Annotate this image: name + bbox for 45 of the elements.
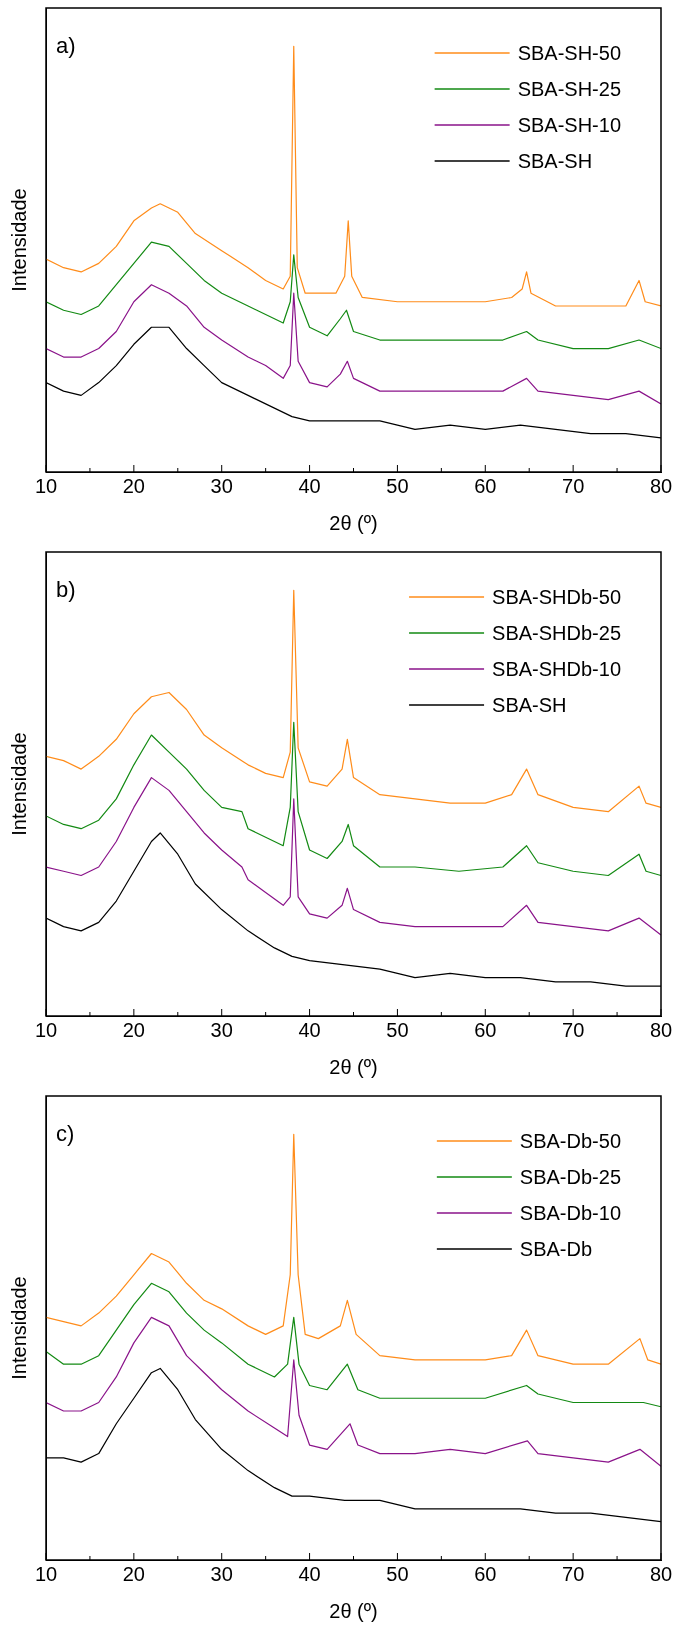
chart-title: a)	[56, 33, 76, 59]
y-axis-title: Intensidade	[7, 188, 30, 292]
y-axis-title: Intensidade	[7, 1276, 30, 1380]
x-tick-label: 50	[386, 1562, 409, 1585]
x-tick-label: 40	[298, 474, 321, 497]
x-axis-title: 2θ (º)	[329, 1599, 378, 1622]
x-tick-label: 60	[474, 1562, 497, 1585]
x-tick-label: 40	[298, 1562, 321, 1585]
x-tick-label: 30	[210, 1562, 233, 1585]
legend-label: SBA-Db	[519, 1237, 593, 1260]
x-tick-label: 10	[34, 1018, 58, 1041]
x-tick-label: 80	[649, 1018, 673, 1041]
legend-label: SBA-SH	[517, 149, 593, 172]
chart-title: b)	[56, 577, 76, 603]
y-axis-title: Intensidade	[7, 732, 30, 836]
x-tick-label: 80	[649, 1562, 673, 1585]
x-tick-label: 20	[122, 1018, 145, 1041]
legend-label: SBA-SH-50	[517, 41, 622, 64]
legend-label: SBA-SHDb-50	[492, 585, 621, 608]
x-tick-label: 60	[474, 474, 497, 497]
x-axis-title: 2θ (º)	[329, 511, 378, 534]
legend-label: SBA-SH-25	[517, 77, 622, 100]
x-tick-label: 60	[474, 1018, 497, 1041]
x-tick-label: 20	[122, 474, 145, 497]
x-tick-label: 50	[386, 1018, 409, 1041]
chart-title: c)	[56, 1121, 75, 1147]
legend-label: SBA-SH-10	[517, 113, 622, 136]
legend-label: SBA-SHDb-25	[492, 621, 621, 644]
legend-label: SBA-Db-10	[519, 1201, 621, 1224]
legend-label: SBA-SH	[492, 693, 567, 716]
x-tick-label: 30	[210, 474, 233, 497]
x-axis-title: 2θ (º)	[329, 1055, 378, 1078]
legend-label: SBA-SHDb-10	[492, 657, 621, 680]
x-tick-label: 40	[298, 1018, 321, 1041]
x-tick-label: 70	[562, 1562, 585, 1585]
x-tick-label: 50	[386, 474, 409, 497]
legend-label: SBA-Db-50	[519, 1129, 621, 1152]
x-tick-label: 30	[210, 1018, 233, 1041]
x-tick-label: 10	[34, 474, 58, 497]
x-tick-label: 70	[562, 474, 585, 497]
x-tick-label: 80	[649, 474, 673, 497]
legend-label: SBA-Db-25	[519, 1165, 621, 1188]
x-tick-label: 10	[34, 1562, 58, 1585]
x-tick-label: 70	[562, 1018, 585, 1041]
x-tick-label: 20	[122, 1562, 145, 1585]
